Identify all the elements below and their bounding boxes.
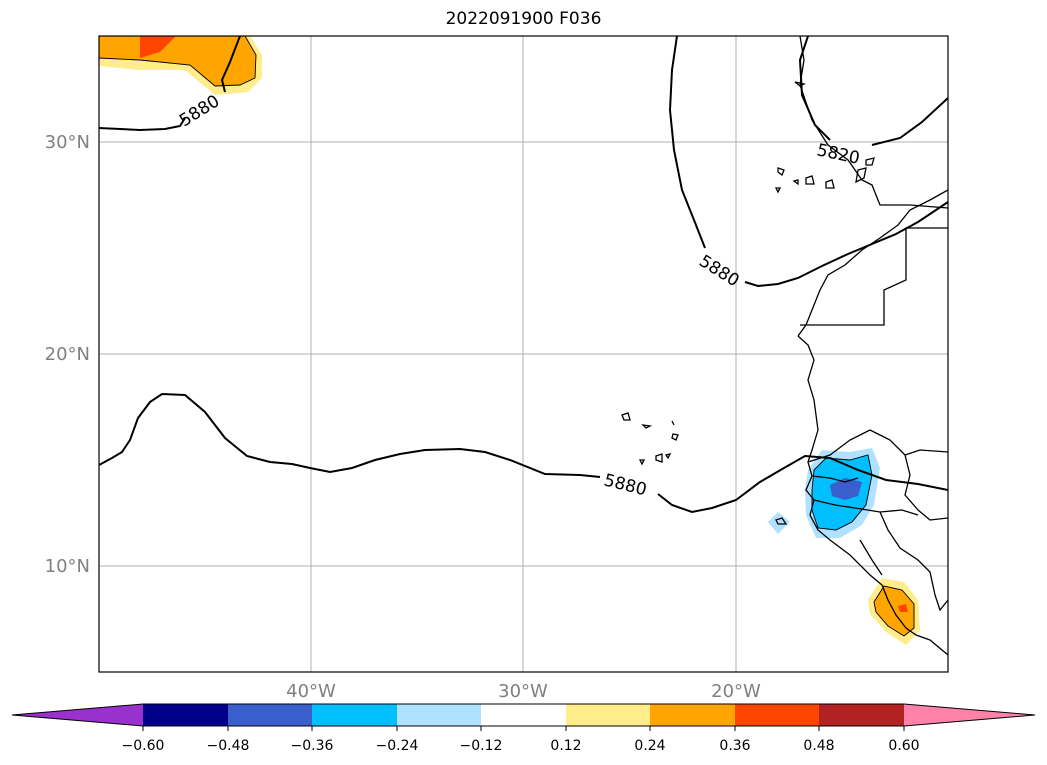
colorbar-tick-label: −0.24 [376,738,419,754]
colorbar-bin-9 [819,704,904,726]
colorbar-tick-label: 0.12 [550,738,581,754]
lon-label-30w: 30°W [498,681,548,702]
colorbar-tick-label: 0.24 [634,738,665,754]
colorbar-bin-6 [566,704,650,726]
colorbar: −0.60 −0.48 −0.36 −0.24 −0.12 0.12 0.24 … [11,703,1036,754]
colorbar-bin-8 [735,704,819,726]
colorbar-bin-2 [228,704,312,726]
colorbar-tick-label: −0.36 [291,738,334,754]
contour-5880-northwest [99,117,186,132]
colorbar-ticks [142,726,905,731]
colorbar-tick-label: 0.60 [888,738,919,754]
lat-label-20n: 20°N [45,344,90,365]
coastlines [621,36,948,656]
colorbar-bin-4 [397,704,481,726]
lat-label-10n: 10°N [45,556,90,577]
lon-label-40w: 40°W [286,681,336,702]
colorbar-bin-1 [143,704,228,726]
colorbar-tick-label: −0.12 [460,738,503,754]
contour-5880-south [99,392,601,478]
lon-label-20w: 20°W [711,681,761,702]
gridlines [99,36,948,672]
colorbar-tick-label: 0.36 [719,738,750,754]
colorbar-under-triangle [12,704,143,726]
height-contours [99,36,948,514]
map-frame [98,35,949,673]
lat-label-30n: 30°N [45,132,90,153]
colorbar-bin-5 [481,704,566,726]
contour-5820 [798,36,831,141]
map-plot-area: 5880 5820 5880 5880 [99,36,948,672]
colorbar-tick-label: 0.48 [803,738,834,754]
colorbar-tick-label: −0.60 [122,738,165,754]
colorbar-tick-label: −0.48 [207,738,250,754]
colorbar-over-triangle [904,704,1035,726]
colorbar-bin-3 [312,704,397,726]
map-title: 2022091900 F036 [445,9,602,29]
colorbar-bin-7 [650,704,735,726]
negative-anomaly-westafrica [768,448,880,538]
contour-5880-east [668,36,706,249]
